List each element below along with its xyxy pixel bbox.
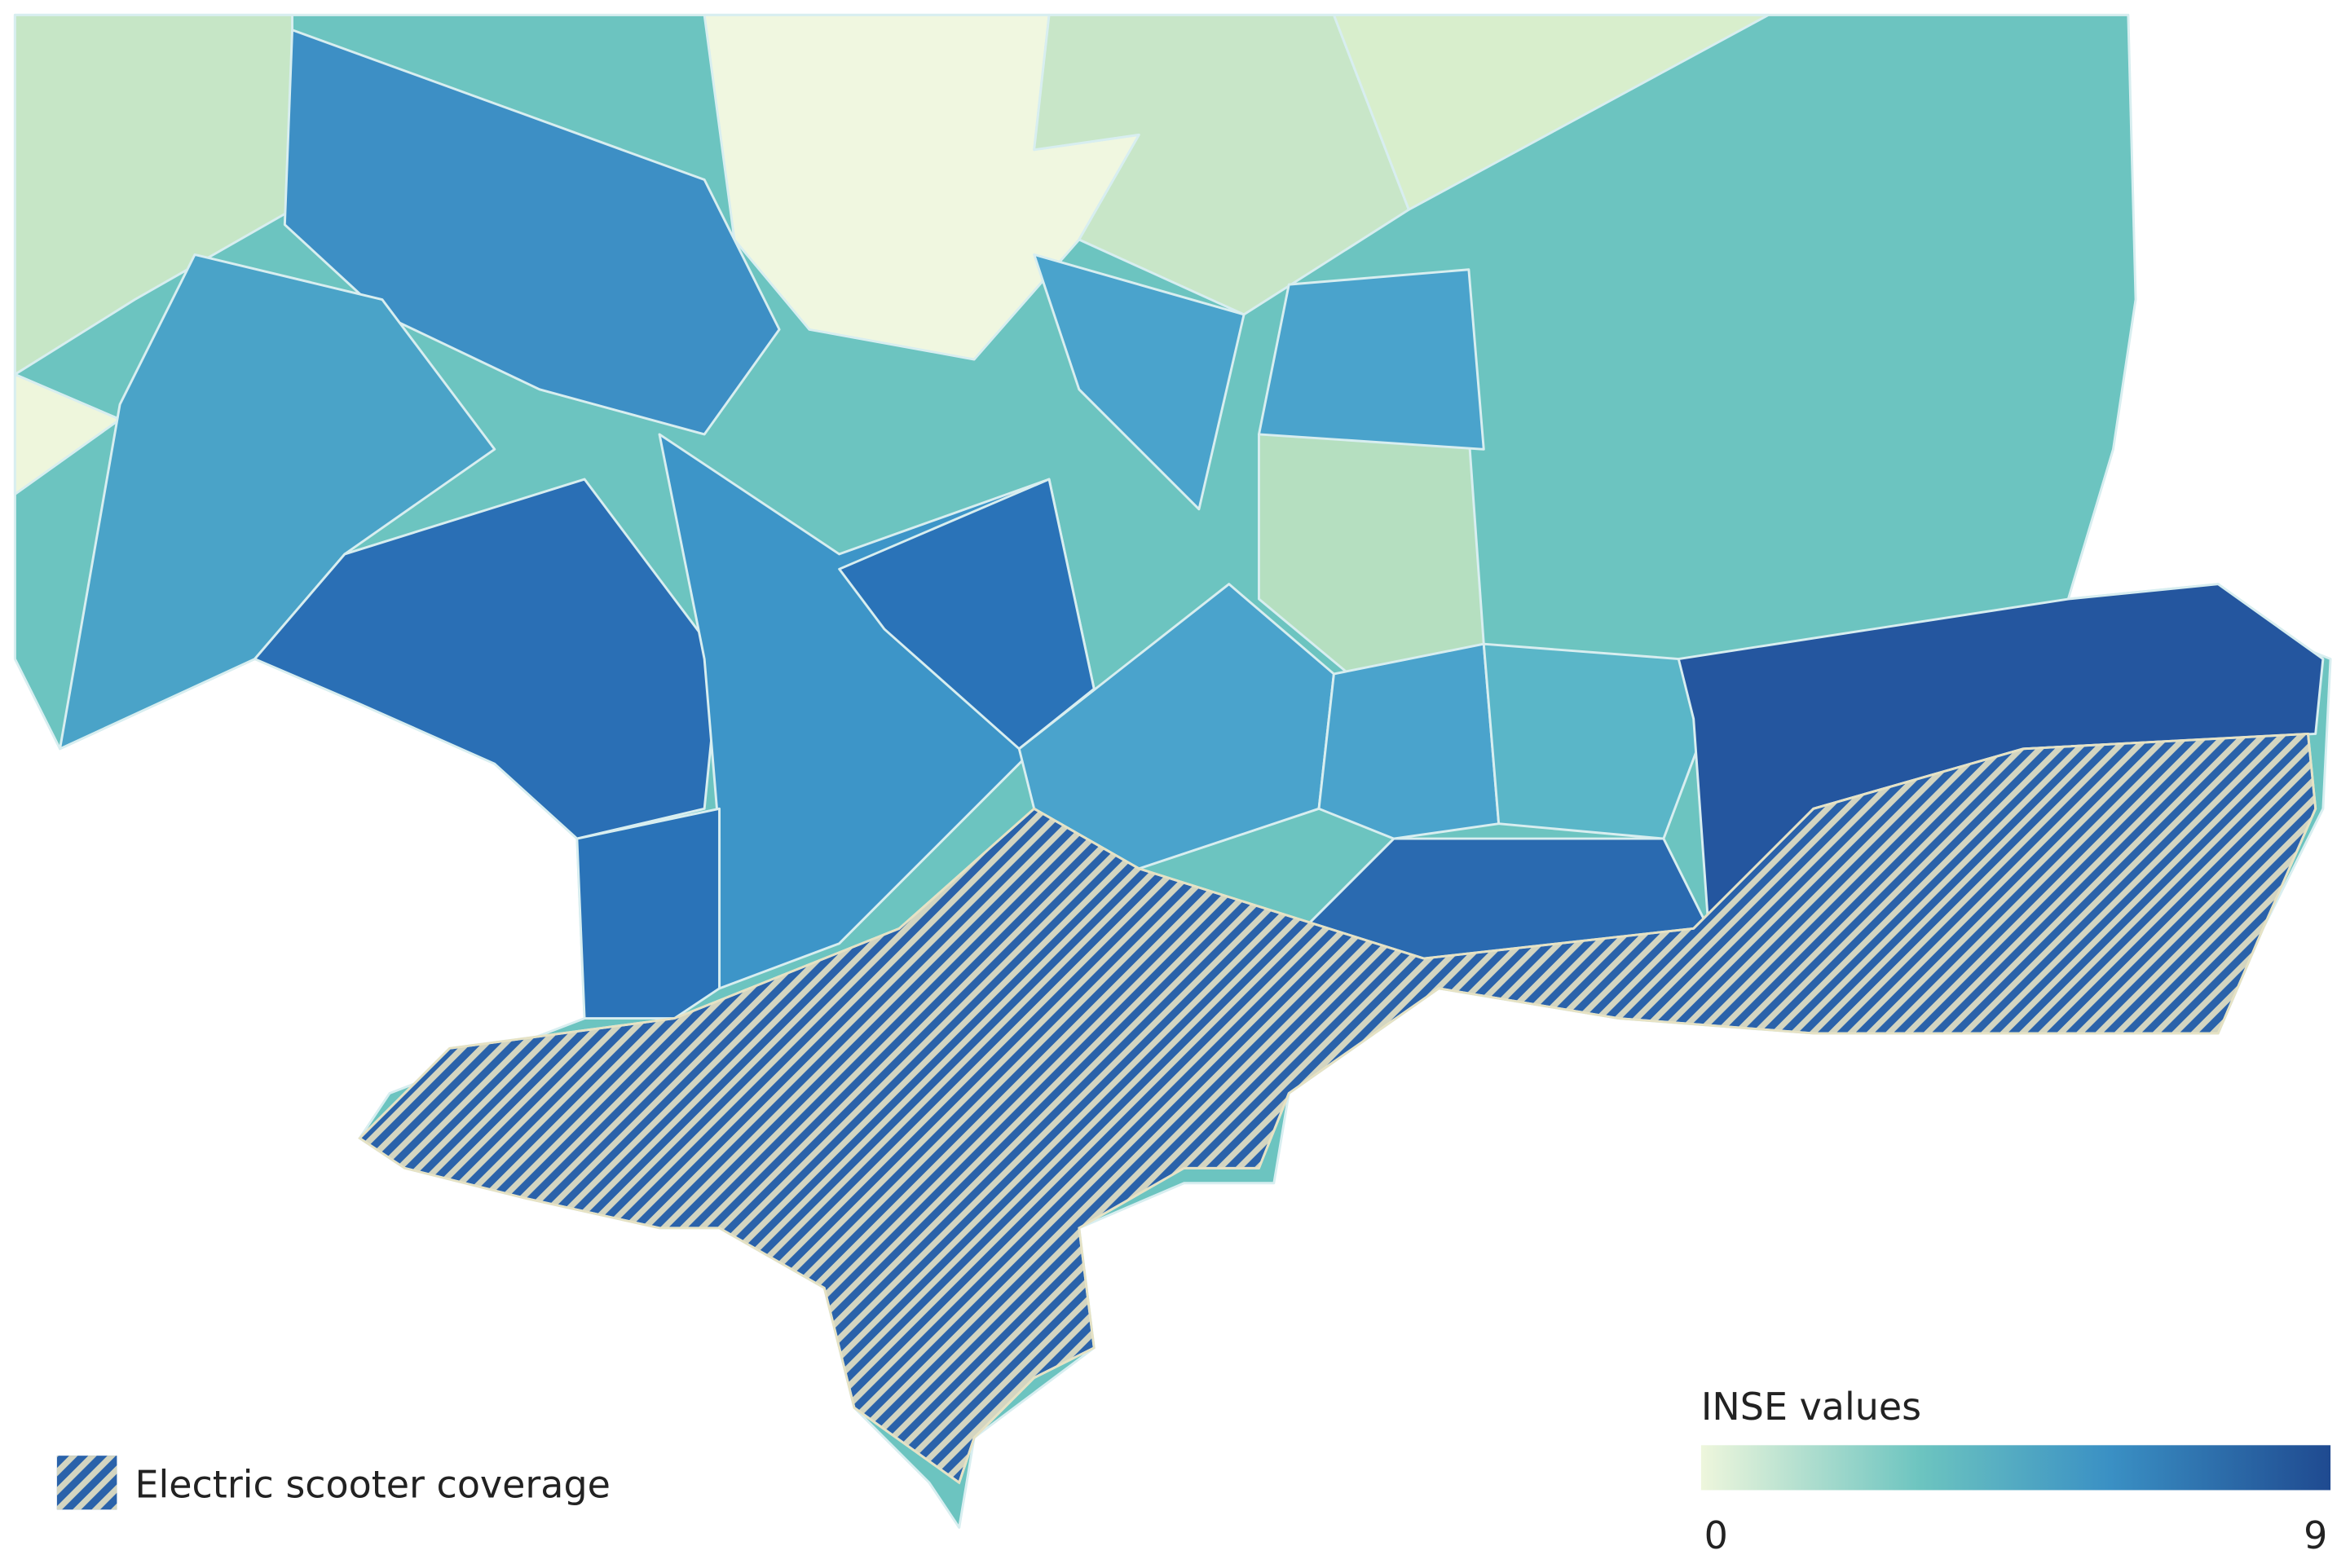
color-bar xyxy=(1700,1445,2331,1491)
district xyxy=(13,13,294,376)
district xyxy=(283,29,781,436)
district xyxy=(254,478,721,840)
district xyxy=(575,807,721,1020)
district xyxy=(13,372,121,496)
scale-title: INSE values xyxy=(1701,1385,1921,1429)
district xyxy=(1482,642,1710,840)
district xyxy=(1332,13,1770,211)
coverage-legend: Electric scooter coverage xyxy=(56,1456,611,1510)
district xyxy=(1317,642,1501,840)
scale-max: 9 xyxy=(2304,1513,2327,1557)
district xyxy=(59,253,496,751)
color-scale: INSE values 0 9 xyxy=(1700,1385,2331,1557)
legend-swatch xyxy=(56,1456,117,1510)
district xyxy=(1033,253,1246,511)
scooter-coverage xyxy=(358,732,2317,1485)
legend-label: Electric scooter coverage xyxy=(134,1463,610,1507)
scale-min: 0 xyxy=(1704,1513,1728,1557)
district xyxy=(1257,268,1485,451)
